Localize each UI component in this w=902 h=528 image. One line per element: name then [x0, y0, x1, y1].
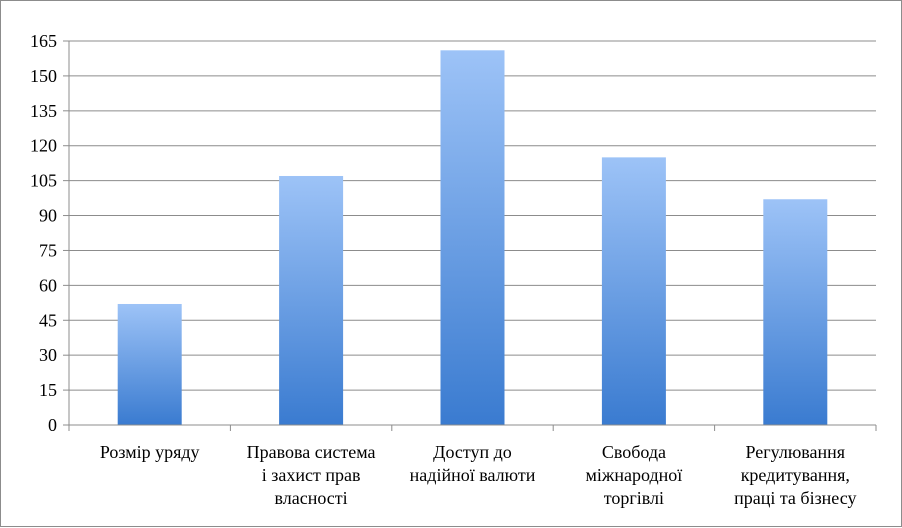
- y-tick-label: 15: [39, 380, 57, 400]
- axes: [68, 41, 877, 431]
- y-tick-label: 150: [30, 66, 57, 86]
- y-tick-label: 60: [39, 275, 57, 295]
- y-axis-ticks: 0 15 30 45 60 75 90 105 120 135 150 165: [30, 31, 69, 435]
- y-tick-label: 30: [39, 345, 57, 365]
- x-category-label: Доступ до надійної валюти: [410, 442, 536, 485]
- bar: [117, 303, 182, 425]
- y-tick-label: 120: [30, 136, 57, 156]
- x-axis-labels: Розмір уряду Правова система і захист прав…: [100, 442, 857, 508]
- y-tick-label: 75: [39, 240, 57, 260]
- y-tick-label: 165: [30, 31, 57, 51]
- y-tick-label: 105: [30, 171, 57, 191]
- x-category-label: Регулювання кредитування, праці та бізнесу: [734, 442, 856, 508]
- y-tick-label: 0: [48, 415, 57, 435]
- y-tick-label: 90: [39, 206, 57, 226]
- y-tick-label: 135: [30, 101, 57, 121]
- x-category-label: Розмір уряду: [100, 442, 200, 462]
- bar: [601, 157, 666, 425]
- x-category-label: Свобода міжнародної торгівлі: [586, 442, 683, 508]
- bar: [279, 175, 344, 425]
- y-tick-label: 45: [39, 310, 57, 330]
- bar: [440, 50, 505, 426]
- bars: [117, 50, 828, 426]
- x-category-label: Правова система і захист прав власності: [247, 442, 376, 508]
- bar: [763, 199, 828, 425]
